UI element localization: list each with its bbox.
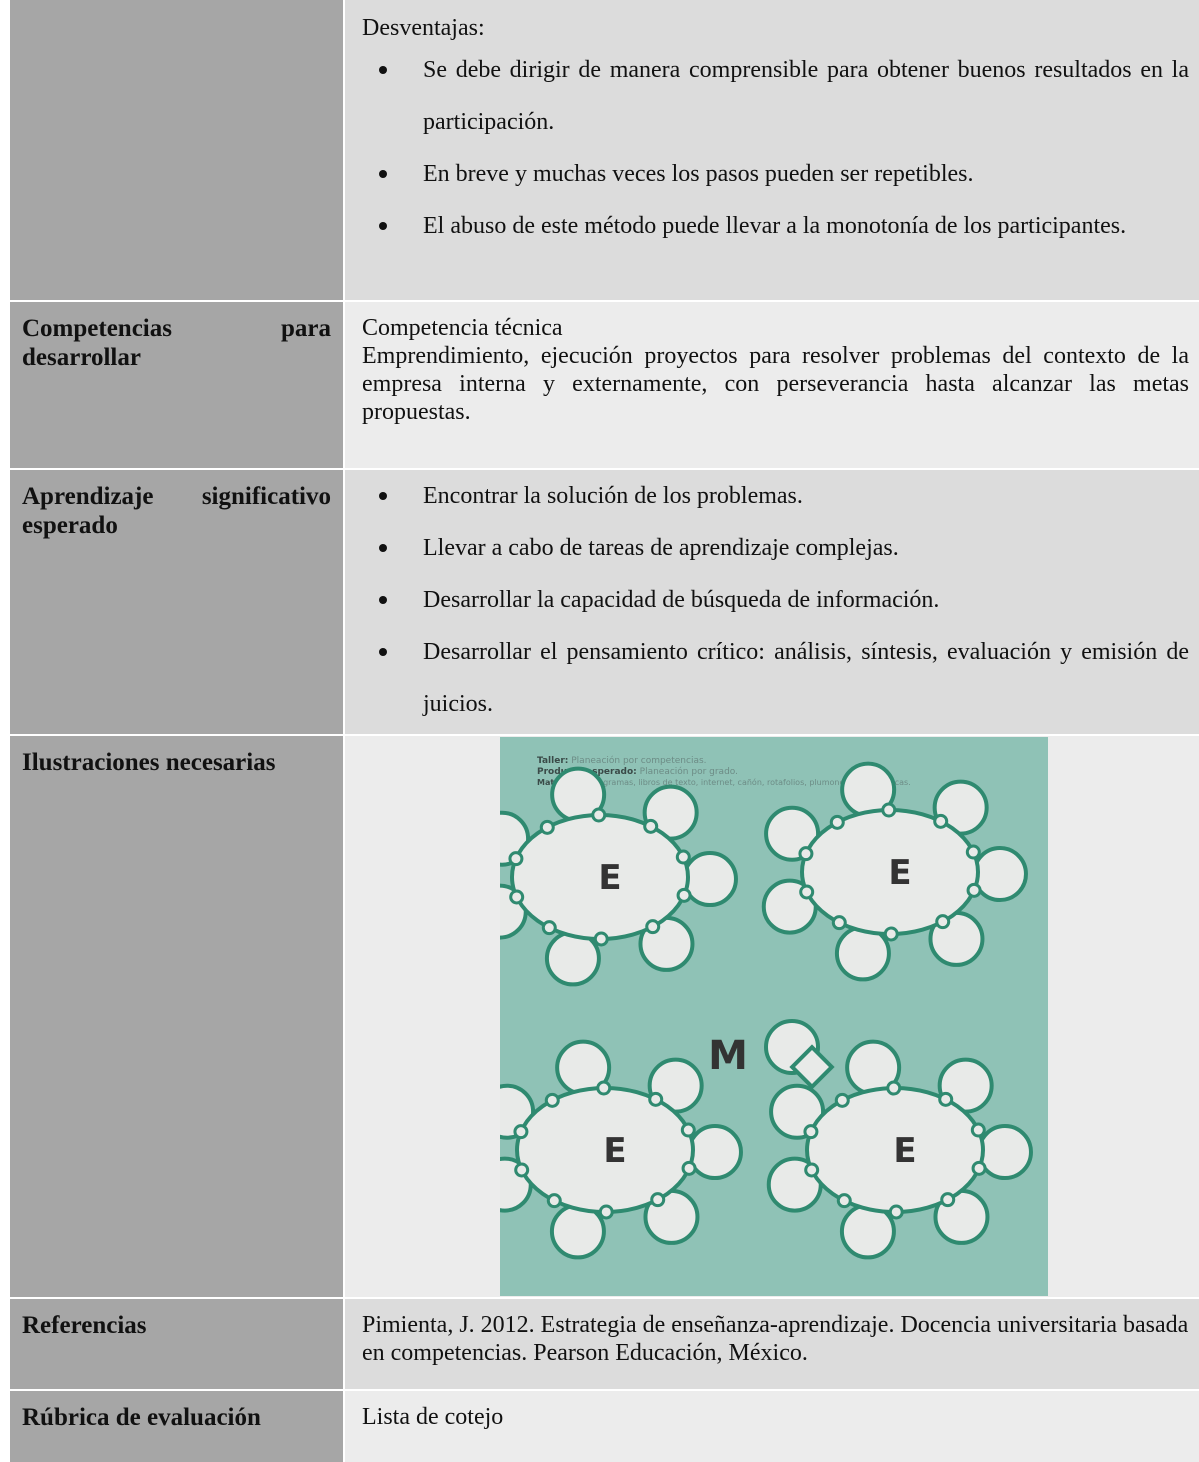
- bullet: Desarrollar el pensamiento crítico: anál…: [379, 626, 1189, 730]
- label-cell: Ilustraciones necesarias: [10, 736, 343, 1297]
- small-seat: [539, 819, 555, 835]
- small-seat: [799, 884, 815, 900]
- team-table: E: [766, 1039, 1033, 1260]
- heading: Desventajas:: [362, 15, 485, 41]
- small-seat: [643, 818, 659, 834]
- content-cell: Encontrar la solución de los problemas. …: [345, 470, 1199, 734]
- small-seat: [648, 1091, 664, 1107]
- bullet: Encontrar la solución de los problemas.: [379, 470, 1189, 522]
- bullet: El abuso de este método puede llevar a l…: [379, 200, 1189, 252]
- label-cell: Rúbrica de evaluación: [10, 1391, 343, 1462]
- seat: [681, 851, 738, 908]
- small-seat: [933, 813, 949, 829]
- seat: [971, 846, 1028, 903]
- small-seat: [935, 914, 951, 930]
- small-seat: [650, 1192, 666, 1208]
- small-seat: [544, 1092, 560, 1108]
- small-seat: [513, 1124, 529, 1140]
- small-seat: [541, 920, 557, 936]
- small-seat: [591, 807, 607, 823]
- label-cell: Competencias para desarrollar: [10, 302, 343, 468]
- center-letter: M: [708, 1033, 748, 1079]
- small-seat: [596, 1080, 612, 1096]
- small-seat: [798, 846, 814, 862]
- team-table: E: [500, 1039, 743, 1260]
- bullet: En breve y muchas veces los pasos pueden…: [379, 148, 1189, 200]
- bullet: Se debe dirigir de manera comprensible p…: [379, 44, 1189, 148]
- team-letter: E: [888, 853, 911, 893]
- small-seat: [971, 1160, 987, 1176]
- content-cell: Competencia técnica Emprendimiento, ejec…: [345, 302, 1199, 468]
- leader-seat: [764, 1019, 835, 1090]
- illustration-line: Taller: Planeación por competencias.: [537, 755, 707, 766]
- bullet-list: Se debe dirigir de manera comprensible p…: [362, 44, 1189, 252]
- small-seat: [829, 814, 845, 830]
- bullet-list: Encontrar la solución de los problemas. …: [362, 470, 1189, 730]
- bullet: Llevar a cabo de tareas de aprendizaje c…: [379, 522, 1189, 574]
- small-seat: [645, 919, 661, 935]
- small-seat: [834, 1092, 850, 1108]
- small-seat: [966, 882, 982, 898]
- team-letter: E: [598, 858, 621, 898]
- small-seat: [598, 1204, 614, 1220]
- paragraph: Lista de cotejo: [362, 1404, 504, 1430]
- heading: Competencia técnica: [362, 315, 563, 341]
- label-cell: Referencias: [10, 1299, 343, 1389]
- illustration: Taller: Planeación por competencias. Pro…: [500, 737, 1048, 1296]
- small-seat: [888, 1204, 904, 1220]
- small-seat: [938, 1091, 954, 1107]
- team-letter: E: [603, 1131, 626, 1171]
- label-cell: Aprendizaje significativo esperado: [10, 470, 343, 734]
- content-cell: Pimienta, J. 2012. Estrategia de enseñan…: [345, 1299, 1199, 1389]
- content-cell: Desventajas: Se debe dirigir de manera c…: [345, 0, 1199, 300]
- team-table: E: [500, 766, 738, 987]
- small-seat: [804, 1162, 820, 1178]
- small-seat: [675, 849, 691, 865]
- small-seat: [681, 1160, 697, 1176]
- small-seat: [965, 844, 981, 860]
- small-seat: [593, 931, 609, 947]
- small-seat: [940, 1192, 956, 1208]
- small-seat: [886, 1080, 902, 1096]
- seat: [976, 1124, 1033, 1181]
- small-seat: [680, 1122, 696, 1138]
- paragraph: Pimienta, J. 2012. Estrategia de enseñan…: [362, 1312, 1189, 1366]
- small-seat: [883, 926, 899, 942]
- small-seat: [803, 1124, 819, 1140]
- small-seat: [970, 1122, 986, 1138]
- small-seat: [546, 1193, 562, 1209]
- seat: [686, 1124, 743, 1181]
- label-cell: [10, 0, 343, 300]
- paragraph: Emprendimiento, ejecución proyectos para…: [362, 343, 1189, 425]
- small-seat: [508, 851, 524, 867]
- small-seat: [831, 915, 847, 931]
- small-seat: [836, 1193, 852, 1209]
- small-seat: [676, 887, 692, 903]
- bullet: Desarrollar la capacidad de búsqueda de …: [379, 574, 1189, 626]
- team-table: E: [761, 761, 1028, 982]
- small-seat: [881, 802, 897, 818]
- small-seat: [509, 889, 525, 905]
- small-seat: [514, 1162, 530, 1178]
- content-cell: Lista de cotejo: [345, 1391, 1199, 1462]
- team-letter: E: [893, 1131, 916, 1171]
